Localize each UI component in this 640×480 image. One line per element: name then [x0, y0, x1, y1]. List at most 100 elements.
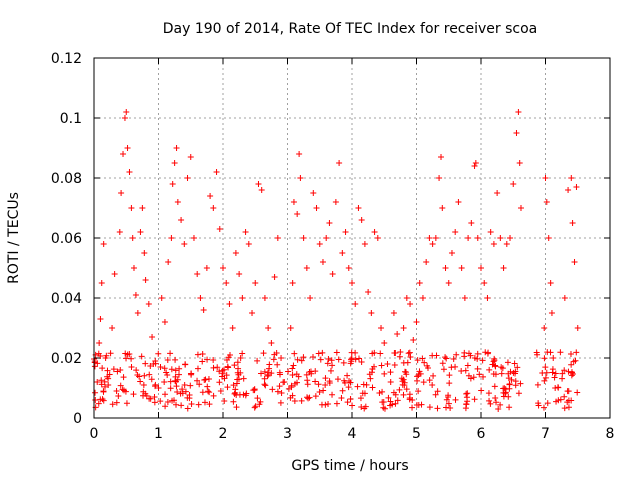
x-tick-label: 3 [283, 426, 292, 442]
data-point [138, 353, 145, 360]
data-point [376, 389, 383, 396]
data-point [147, 363, 154, 370]
data-point [573, 349, 580, 356]
data-point [290, 199, 297, 205]
data-point [419, 355, 426, 362]
data-point [242, 392, 249, 399]
data-point [121, 387, 128, 394]
data-point [559, 375, 566, 382]
data-point [178, 402, 185, 409]
data-point [542, 364, 549, 371]
data-point [401, 382, 408, 389]
data-point [258, 370, 265, 377]
data-point [549, 369, 556, 376]
data-point [161, 319, 168, 325]
data-point [273, 349, 280, 356]
data-point [565, 404, 572, 411]
data-point [490, 358, 497, 365]
data-point [201, 399, 208, 406]
data-point [516, 160, 523, 166]
data-point [358, 359, 365, 366]
data-point [303, 265, 310, 271]
data-point [254, 357, 261, 364]
data-point [240, 375, 247, 382]
data-point [497, 401, 504, 408]
data-point [400, 325, 407, 331]
x-tick-label: 6 [477, 426, 486, 442]
data-point [464, 362, 471, 369]
data-point [323, 235, 330, 241]
data-point [128, 205, 135, 211]
data-point [182, 388, 189, 395]
data-point [114, 368, 121, 375]
data-point [474, 235, 481, 241]
data-point [387, 398, 394, 405]
data-point [194, 351, 201, 358]
data-point [304, 381, 311, 388]
data-point [480, 373, 487, 380]
data-point [219, 370, 226, 377]
data-point [440, 366, 447, 373]
data-point [484, 350, 491, 357]
data-point [415, 388, 422, 395]
data-point [534, 381, 541, 388]
data-point [291, 350, 298, 357]
data-point [557, 396, 564, 403]
data-point [486, 366, 493, 373]
data-point [572, 357, 579, 364]
data-point [172, 373, 179, 380]
data-point [133, 367, 140, 374]
data-point [338, 394, 345, 401]
data-point [288, 382, 295, 389]
data-point [100, 388, 107, 395]
data-point [565, 187, 572, 193]
data-point [322, 375, 329, 382]
data-point [322, 382, 329, 389]
data-point [210, 364, 217, 371]
data-point [394, 331, 401, 337]
data-point [194, 377, 201, 384]
data-point [290, 362, 297, 369]
data-point [307, 368, 314, 375]
data-point [342, 229, 349, 235]
data-point [231, 362, 238, 369]
data-point [292, 380, 299, 387]
data-point [164, 356, 171, 363]
data-point [182, 361, 189, 368]
data-point [265, 325, 272, 331]
data-point [348, 358, 355, 365]
data-point [126, 169, 133, 175]
data-point [274, 235, 281, 241]
data-point [381, 405, 388, 412]
data-point [561, 367, 568, 374]
data-point [365, 289, 372, 295]
data-point [147, 395, 154, 402]
data-point [328, 357, 335, 364]
data-point [439, 360, 446, 367]
data-point [300, 354, 307, 361]
data-point [249, 310, 256, 316]
data-point [500, 393, 507, 400]
data-point [492, 395, 499, 402]
data-point [443, 404, 450, 411]
data-point [439, 205, 446, 211]
data-point [233, 392, 240, 399]
data-point [141, 372, 148, 379]
data-point [124, 145, 131, 151]
data-point [540, 404, 547, 411]
data-point [110, 366, 117, 373]
x-tick-label: 0 [90, 426, 99, 442]
data-point [324, 360, 331, 367]
data-point [196, 381, 203, 388]
data-point [315, 350, 322, 357]
data-point [297, 175, 304, 181]
data-point [432, 391, 439, 398]
data-point [221, 375, 228, 382]
data-point [470, 374, 477, 381]
data-point [497, 235, 504, 241]
data-point [544, 349, 551, 356]
data-point [345, 265, 352, 271]
data-point [396, 386, 403, 393]
data-point [448, 250, 455, 256]
data-point [161, 365, 168, 372]
